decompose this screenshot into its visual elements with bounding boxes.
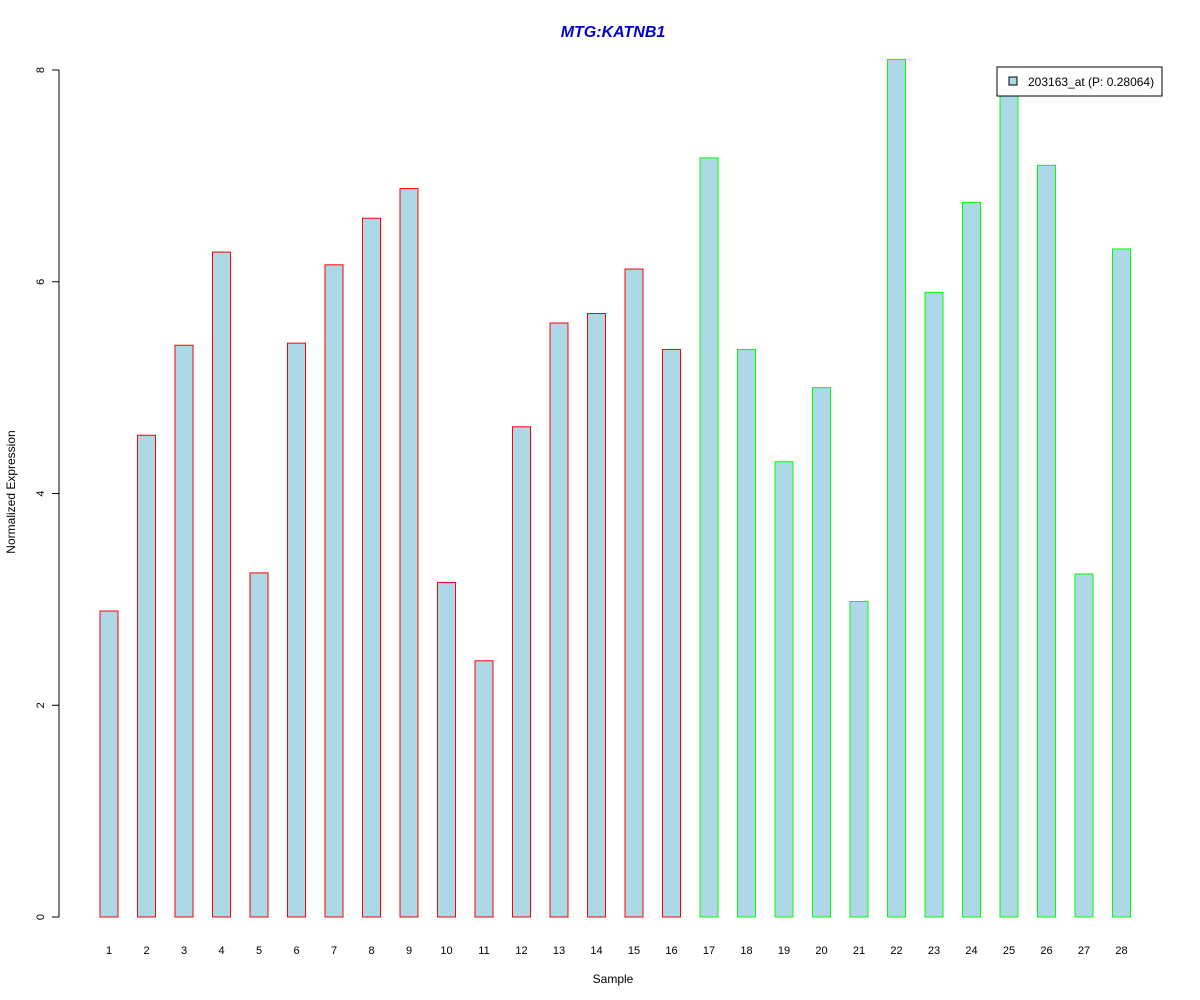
x-tick-label: 3 (181, 945, 187, 957)
bar-sample-16 (662, 349, 681, 918)
x-tick-labels: 1 2 3 4 5 6 7 8 9 10 11 12 13 14 15 16 17 18 19 20 21 22 23 24 2… (106, 945, 1128, 957)
bar-sample-26 (1037, 164, 1056, 918)
bar-sample-23 (924, 291, 944, 918)
legend: 203163_at (P: 0.28064) (996, 66, 1163, 97)
bar-sample-19 (774, 461, 794, 918)
bar-sample-1 (99, 610, 119, 918)
bars (99, 58, 1131, 918)
bar-sample-13 (549, 322, 569, 918)
bar-sample-24 (962, 201, 981, 918)
x-tick-label: 28 (1115, 945, 1127, 957)
bar-sample-11 (474, 660, 494, 918)
bar-sample-10 (437, 581, 456, 918)
legend-box (996, 66, 1163, 97)
y-axis: 0 2 4 6 8 (35, 67, 60, 920)
bar-sample-6 (287, 342, 306, 918)
bar-sample-8 (362, 217, 381, 918)
bar-sample-15 (624, 268, 644, 918)
y-tick-label: 8 (35, 67, 47, 73)
x-tick-label: 10 (440, 945, 452, 957)
x-tick-label: 2 (143, 945, 149, 957)
bar-sample-27 (1074, 573, 1094, 918)
x-tick-label: 1 (106, 945, 112, 957)
x-axis-label: Sample (593, 972, 634, 986)
y-tick-label: 6 (35, 279, 47, 285)
x-tick-label: 23 (928, 945, 940, 957)
bar-sample-2 (137, 434, 156, 918)
x-tick-label: 17 (703, 945, 715, 957)
x-tick-label: 12 (515, 945, 527, 957)
x-tick-label: 8 (368, 945, 374, 957)
bar-sample-17 (699, 157, 719, 918)
y-tick-label: 4 (35, 490, 47, 496)
bar-sample-25 (999, 74, 1019, 918)
bar-sample-14 (587, 313, 606, 918)
x-tick-label: 22 (890, 945, 902, 957)
bar-sample-20 (812, 387, 831, 918)
bar-sample-5 (249, 572, 269, 918)
bar-sample-21 (849, 600, 869, 918)
x-tick-label: 11 (478, 945, 489, 957)
x-tick-label: 6 (293, 945, 299, 957)
x-tick-label: 7 (331, 945, 337, 957)
bar-sample-7 (324, 264, 344, 918)
x-tick-label: 26 (1040, 945, 1052, 957)
bar-sample-9 (399, 188, 419, 918)
bar-sample-3 (174, 344, 194, 918)
x-tick-label: 13 (553, 945, 565, 957)
x-tick-label: 19 (778, 945, 790, 957)
x-tick-label: 16 (665, 945, 677, 957)
legend-swatch (1008, 76, 1018, 86)
bar-sample-28 (1112, 248, 1131, 918)
x-tick-label: 9 (406, 945, 412, 957)
x-tick-label: 15 (628, 945, 640, 957)
y-axis-label: Normalized Expression (4, 430, 18, 553)
x-tick-label: 14 (590, 945, 602, 957)
bar-sample-18 (737, 349, 756, 918)
y-tick-label: 0 (35, 914, 47, 920)
x-tick-label: 5 (256, 945, 262, 957)
x-tick-label: 20 (815, 945, 827, 957)
legend-label: 203163_at (P: 0.28064) (1028, 75, 1154, 89)
bar-sample-4 (212, 251, 231, 918)
x-tick-label: 24 (965, 945, 977, 957)
x-tick-label: 4 (218, 945, 224, 957)
x-tick-label: 21 (853, 945, 865, 957)
x-tick-label: 18 (740, 945, 752, 957)
chart-title: MTG:KATNB1 (561, 24, 666, 41)
y-tick-label: 2 (35, 702, 47, 708)
bar-sample-22 (887, 58, 906, 918)
x-tick-label: 27 (1078, 945, 1090, 957)
bar-sample-12 (512, 426, 531, 918)
x-tick-label: 25 (1003, 945, 1015, 957)
